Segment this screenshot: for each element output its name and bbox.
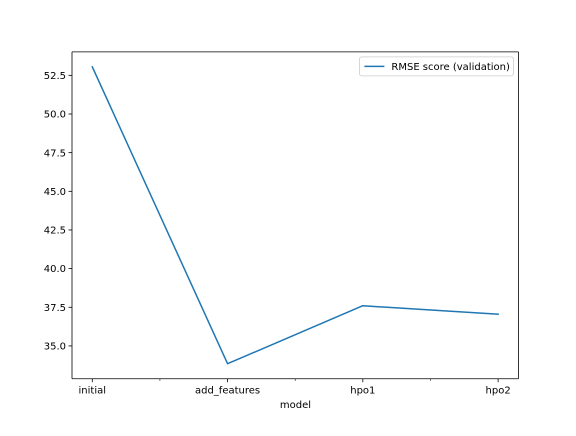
y-tick-label: 47.5 — [44, 148, 66, 159]
y-tick-label: 52.5 — [44, 71, 66, 82]
y-tick-label: 45.0 — [44, 187, 66, 198]
y-tick-label: 50.0 — [44, 110, 66, 121]
plot-area — [72, 51, 519, 379]
x-axis-label: model — [280, 400, 311, 411]
plot-background — [72, 51, 519, 379]
series-layer — [91, 65, 499, 365]
y-tick-label: 42.5 — [44, 226, 66, 237]
x-tick-label: initial — [79, 386, 107, 397]
x-tick-label: add_features — [195, 386, 260, 397]
legend: RMSE score (validation) — [358, 56, 514, 77]
legend-box — [358, 56, 514, 77]
axes-frame — [71, 51, 519, 380]
x-tick-label: hpo2 — [486, 386, 511, 397]
y-axis: 35.0 37.5 40.0 42.5 45.0 47.5 50.0 52.5 — [44, 71, 72, 353]
x-axis: initial add_features hpo1 hpo2 — [79, 378, 511, 397]
y-tick-label: 37.5 — [44, 303, 66, 314]
y-tick-label: 40.0 — [44, 264, 66, 275]
y-tick-label: 35.0 — [44, 342, 66, 353]
legend-label: RMSE score (validation) — [391, 62, 510, 73]
x-tick-label: hpo1 — [350, 386, 375, 397]
series-line — [91, 65, 499, 365]
